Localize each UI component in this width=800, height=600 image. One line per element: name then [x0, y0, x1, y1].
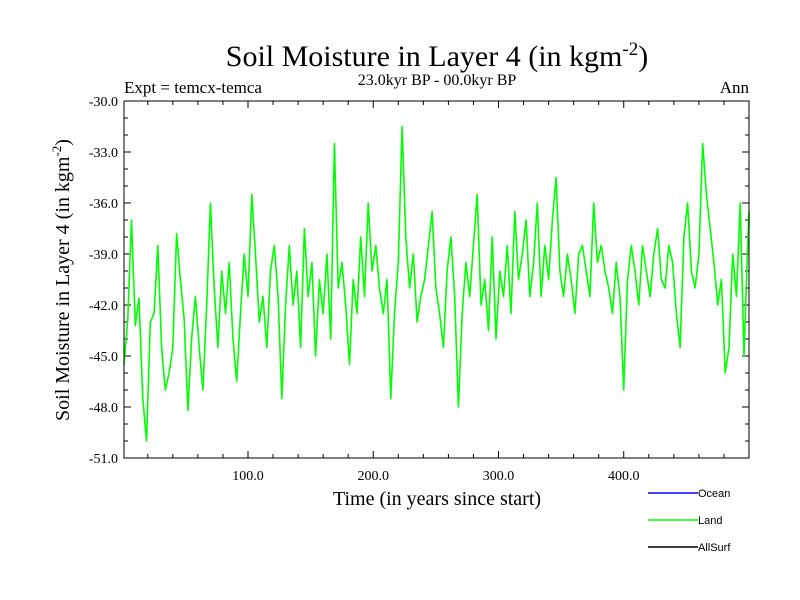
- y-tick-label: -45.0: [89, 350, 118, 365]
- chart-title-superscript: -2: [622, 39, 638, 60]
- season-label: Ann: [720, 78, 750, 97]
- x-tick-label: 100.0: [232, 469, 264, 484]
- chart-title: Soil Moisture in Layer 4 (in kgm-2): [226, 39, 648, 73]
- legend-label-ocean: Ocean: [698, 488, 730, 500]
- y-axis-label: Soil Moisture in Layer 4 (in kgm-2): [49, 139, 74, 421]
- x-tick-label: 400.0: [608, 469, 640, 484]
- plot-frame: [123, 100, 750, 459]
- legend-label-allsurf: AllSurf: [698, 542, 731, 554]
- x-tick-label: 200.0: [357, 469, 389, 484]
- chart-title-close: ): [638, 40, 648, 73]
- x-axis-label: Time (in years since start): [333, 488, 541, 510]
- chart-title-main: Soil Moisture in Layer 4 (in kgm: [226, 40, 623, 73]
- legend-entry-land: Land: [648, 515, 722, 527]
- axis-ticks: -30.0 -33.0 -36.0 -39.0 -42.0 -45.0 -48.0 -51.0…: [89, 95, 750, 484]
- y-tick-label: -33.0: [89, 146, 118, 161]
- experiment-label: Expt = temcx-temca: [124, 78, 262, 97]
- y-tick-label: -36.0: [89, 197, 118, 212]
- legend-entry-ocean: Ocean: [648, 488, 730, 500]
- chart-subtitle: 23.0kyr BP - 00.0kyr BP: [358, 72, 517, 89]
- legend-entry-allsurf: AllSurf: [648, 542, 731, 554]
- x-tick-label: 300.0: [483, 469, 515, 484]
- y-axis-label-main: Soil Moisture in Layer 4 (in kgm: [52, 156, 74, 421]
- y-tick-label: -48.0: [89, 401, 118, 416]
- y-tick-label: -42.0: [89, 299, 118, 314]
- y-tick-label: -39.0: [89, 248, 118, 263]
- legend-label-land: Land: [698, 515, 722, 527]
- series-line-land: [123, 125, 750, 442]
- legend: Ocean Land AllSurf: [648, 488, 731, 554]
- series-lines: [123, 125, 750, 442]
- y-tick-label: -30.0: [89, 95, 118, 110]
- y-axis-label-close: ): [52, 139, 74, 146]
- y-tick-label: -51.0: [89, 452, 118, 467]
- y-axis-label-superscript: -2: [49, 146, 64, 157]
